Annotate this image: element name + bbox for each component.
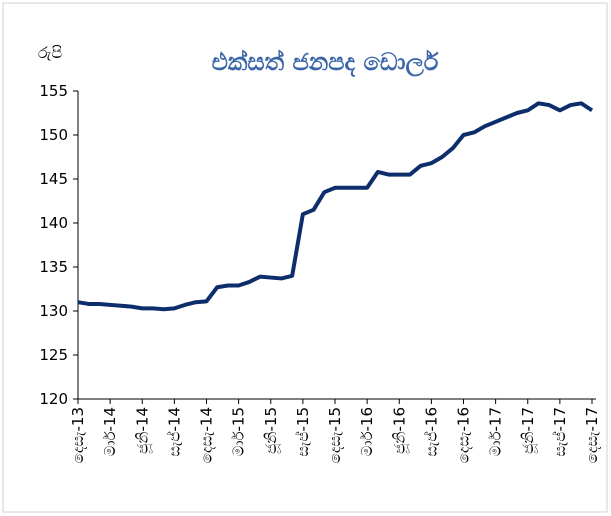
x-tick-label: දෙසැ-14 [198,407,216,463]
x-tick-label: ජූනි-14 [133,407,152,454]
x-tick-label: ජූනි-17 [519,407,538,454]
x-tick-label: සැප්-17 [551,407,569,457]
y-tick-label: 150 [39,126,68,144]
chart-title: එක්සත් ජනපද ඩොලර් [212,48,439,78]
x-tick-label: මාර්-17 [487,407,505,456]
y-tick-label: 145 [39,170,68,188]
y-tick-label: 125 [39,346,68,364]
y-tick-label: 135 [39,258,68,276]
x-tick-label: සැප්-16 [422,407,440,457]
x-tick-label: ජූනි-16 [390,407,409,454]
x-tick-label: මාර්-15 [230,407,248,456]
y-tick-label: 120 [39,390,68,408]
x-tick-label: දෙසැ-16 [455,407,473,463]
line-series [77,101,594,312]
y-axis-label: රුපි [38,43,62,62]
x-tick-label: මාර්-14 [101,407,119,456]
x-tick-label: ජූනි-15 [262,407,281,454]
x-tick-label: සැප්-15 [294,407,312,457]
x-tick-label: දෙසැ-17 [583,407,601,463]
y-tick-label: 140 [39,214,68,232]
y-tick-label: 130 [39,302,68,320]
x-tick-label: සැප්-14 [165,407,183,457]
y-tick-label: 155 [39,82,68,100]
x-tick-label: දෙසැ-15 [326,407,344,463]
x-tick-label: මාර්-16 [358,407,376,456]
x-tick-label: දෙසැ-13 [69,407,87,463]
